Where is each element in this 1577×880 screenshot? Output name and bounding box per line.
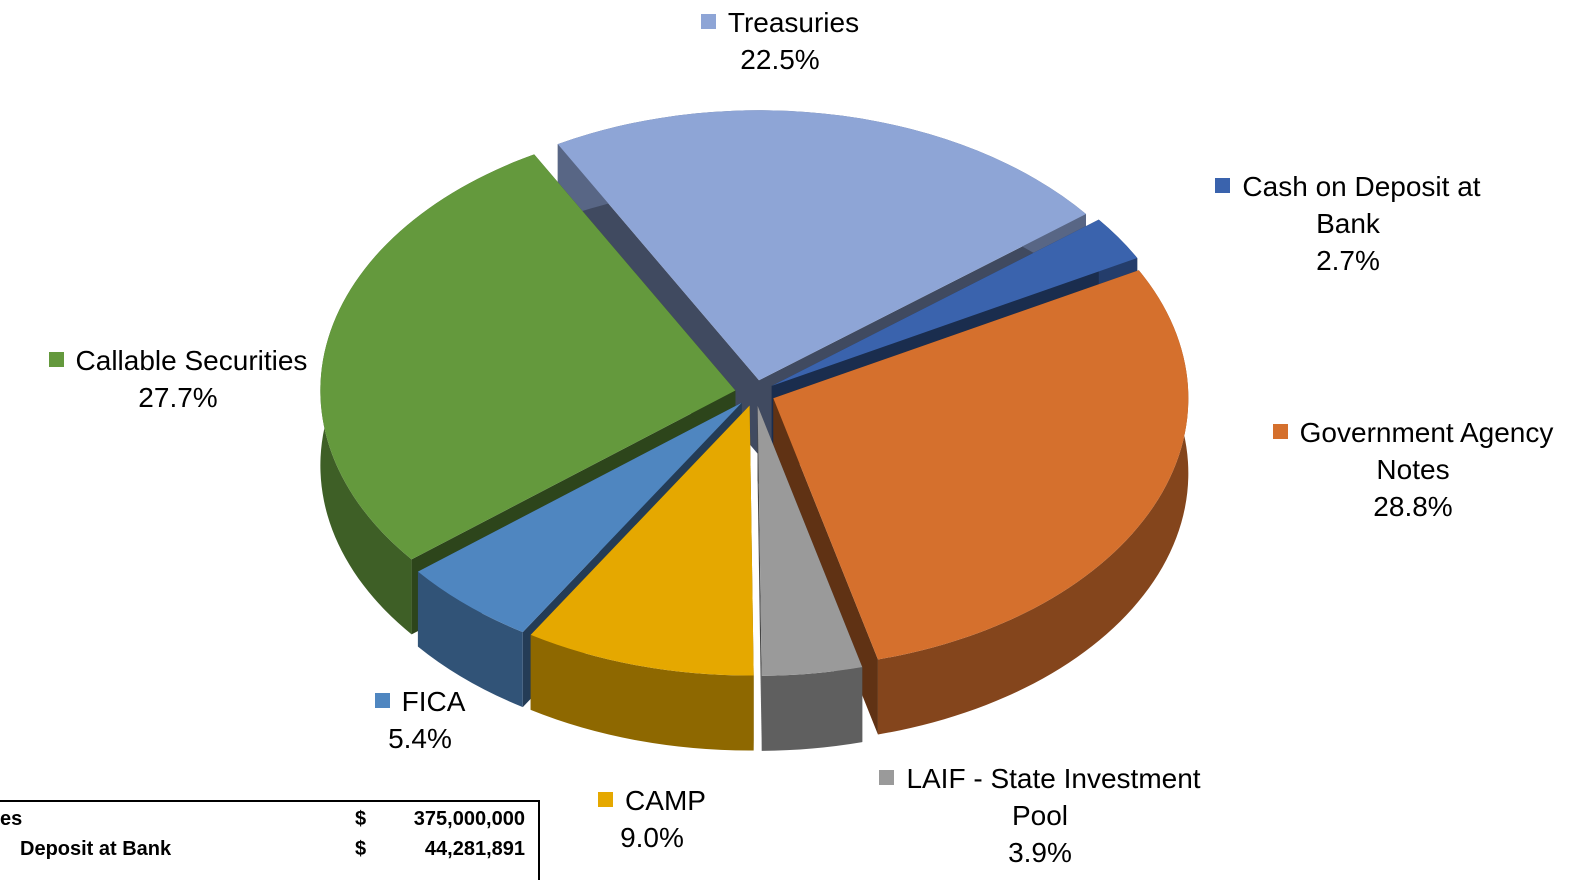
legend-marker xyxy=(879,770,895,785)
label-value: 22.5% xyxy=(740,44,820,75)
pie-slice xyxy=(320,154,736,560)
data-label: LAIF - State Investment Pool 3.9% xyxy=(850,760,1230,871)
legend-marker xyxy=(374,693,390,708)
data-label: FICA 5.4% xyxy=(320,683,520,757)
slice-side xyxy=(761,667,863,751)
label-name: Callable Securities xyxy=(75,345,308,376)
table-cell: es xyxy=(0,808,23,830)
label-name: FICA xyxy=(401,686,466,717)
label-name: CAMP xyxy=(625,785,706,816)
table-cell: 375,000,000 xyxy=(413,808,525,830)
slice-cut-face xyxy=(757,405,762,751)
table-cell: $ xyxy=(355,808,367,830)
slice-side xyxy=(877,270,1189,735)
table-cell: Deposit at Bank xyxy=(20,838,172,860)
pie-slice xyxy=(771,219,1138,386)
data-label: CAMP 9.0% xyxy=(552,782,752,856)
pie-slice xyxy=(417,402,742,633)
label-value: 3.9% xyxy=(1008,837,1072,868)
legend-marker xyxy=(700,14,716,29)
pie-slice xyxy=(757,405,863,676)
label-name: Cash on Deposit at Bank xyxy=(1242,171,1481,239)
table-cell: 44,281,891 xyxy=(424,838,525,860)
data-label: Government Agency Notes 28.8% xyxy=(1263,414,1563,525)
pie-slice xyxy=(773,270,1189,660)
data-label: Treasuries 22.5% xyxy=(630,4,930,78)
legend-marker xyxy=(1215,178,1231,193)
summary-table: es $375,000,000 Deposit at Bank $44,281,891 xyxy=(0,800,540,880)
pie-slice xyxy=(557,110,1087,381)
table-cell: $ xyxy=(355,838,367,860)
label-value: 28.8% xyxy=(1373,491,1453,522)
legend-marker xyxy=(598,792,614,807)
data-label: Callable Securities 27.7% xyxy=(18,342,338,416)
label-value: 2.7% xyxy=(1316,245,1380,276)
legend-marker xyxy=(1272,424,1288,439)
label-name: Treasuries xyxy=(727,7,860,38)
data-label: Cash on Deposit at Bank 2.7% xyxy=(1193,168,1503,279)
pie-slice xyxy=(530,405,754,676)
slice-tops xyxy=(320,110,1189,676)
slice-side xyxy=(530,634,754,751)
label-value: 5.4% xyxy=(388,723,452,754)
label-value: 27.7% xyxy=(138,382,218,413)
slice-side xyxy=(417,571,523,708)
label-name: LAIF - State Investment Pool xyxy=(906,763,1201,831)
legend-marker xyxy=(48,352,64,367)
label-name: Government Agency Notes xyxy=(1299,417,1554,485)
label-value: 9.0% xyxy=(620,822,684,853)
